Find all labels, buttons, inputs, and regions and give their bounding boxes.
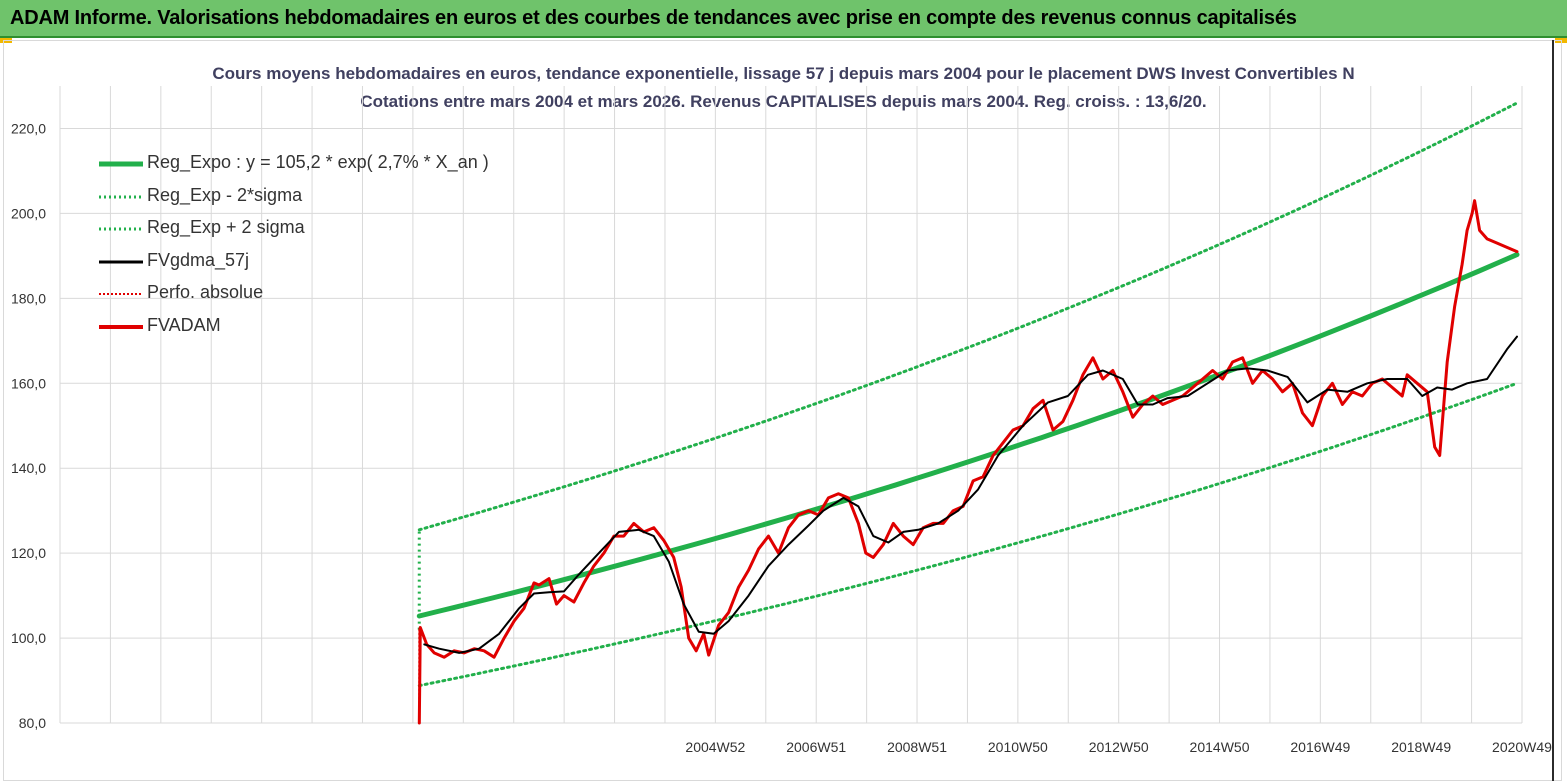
y-tick-label: 120,0 (11, 545, 46, 561)
y-tick-label: 80,0 (19, 715, 46, 731)
y-tick-label: 160,0 (11, 375, 46, 391)
x-tick-label: 2020W49 (1492, 739, 1552, 755)
x-tick-label: 2008W51 (887, 739, 947, 755)
report-title: ADAM Informe. Valorisations hebdomadaire… (10, 7, 1297, 29)
axis-labels: 80,0 100,0 120,0 140,0 160,0 180,0 200,0 220,0 2… (11, 120, 1552, 755)
chart-subtitle: Cotations entre mars 2004 et mars 2026. … (360, 92, 1207, 111)
y-tick-label: 200,0 (11, 205, 46, 221)
series-lines (416, 101, 1520, 725)
x-tick-label: 2018W49 (1391, 739, 1451, 755)
legend-label-fvgdma: FVgdma_57j (147, 249, 250, 270)
series-line-reg-exp-2 (417, 101, 1519, 532)
series-line-fvadam (417, 199, 1519, 725)
grid-lines (59, 86, 1523, 724)
chart-title: Cours moyens hebdomadaires en euros, ten… (212, 64, 1355, 83)
legend-swatch-reg-expo (99, 161, 143, 167)
x-tick-label: 2012W50 (1089, 739, 1149, 755)
chart-frame-edge (1552, 40, 1562, 781)
legend-swatch-reg-exp-plus (99, 227, 143, 231)
x-tick-label: 2014W50 (1190, 739, 1250, 755)
legend-label-perfo: Perfo. absolue (147, 282, 264, 302)
x-tick-label: 2016W49 (1290, 739, 1350, 755)
y-tick-label: 140,0 (11, 460, 46, 476)
legend-swatch-perfo (99, 293, 143, 295)
legend-swatch-reg-exp-minus (99, 195, 143, 198)
legend-swatch-fvadam (99, 324, 143, 329)
y-tick-label: 180,0 (11, 290, 46, 306)
legend-swatch-fvgdma (99, 260, 143, 263)
legend-label-fvadam: FVADAM (147, 314, 221, 335)
y-tick-label: 100,0 (11, 630, 46, 646)
series-line-reg-expo (416, 252, 1520, 619)
legend-label-reg-exp-minus: Reg_Exp - 2*sigma (147, 184, 303, 205)
legend-label-reg-expo: Reg_Expo : y = 105,2 * exp( 2,7% * X_an … (147, 152, 489, 172)
series-line-reg-exp-2 (417, 381, 1519, 688)
x-tick-label: 2006W51 (786, 739, 846, 755)
report-banner: ADAM Informe. Valorisations hebdomadaire… (0, 0, 1567, 38)
y-tick-label: 220,0 (11, 120, 46, 136)
series-line-fvgdma (423, 335, 1518, 654)
x-tick-label: 2010W50 (988, 739, 1048, 755)
x-tick-label: 2004W52 (685, 739, 745, 755)
legend-label-reg-exp-plus: Reg_Exp + 2 sigma (147, 217, 305, 237)
chart-frame (3, 40, 1562, 781)
